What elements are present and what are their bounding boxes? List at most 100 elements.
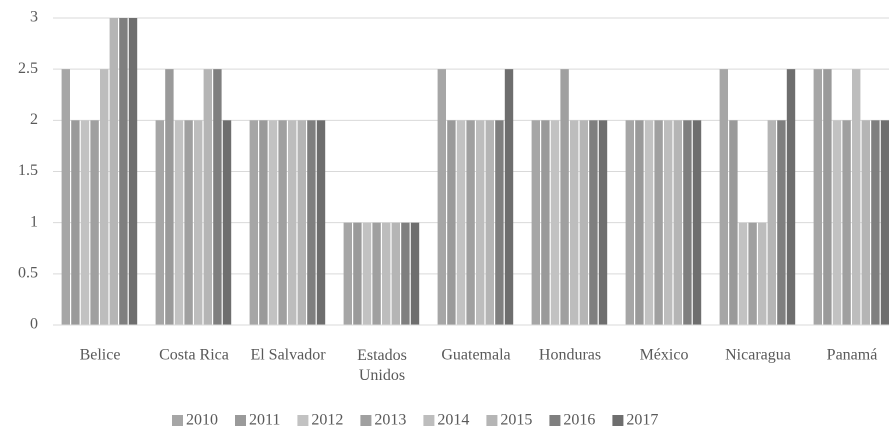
bar	[307, 120, 316, 325]
x-tick-label: Costa Rica	[159, 347, 229, 364]
bar	[155, 120, 164, 325]
y-tick-label: 1.5	[18, 162, 38, 179]
bar	[758, 222, 767, 325]
bar	[777, 120, 786, 325]
bar	[401, 222, 410, 325]
bar	[823, 69, 832, 326]
legend-label: 2016	[563, 412, 595, 429]
bar	[316, 120, 326, 325]
bar	[495, 120, 504, 325]
bar	[222, 120, 232, 325]
bar	[832, 120, 842, 325]
legend-swatch	[360, 415, 372, 426]
bar	[673, 120, 682, 325]
bar	[476, 120, 485, 325]
legend-swatch	[423, 415, 435, 426]
bar	[268, 120, 278, 325]
bar	[410, 222, 420, 325]
legend-label: 2012	[311, 412, 343, 429]
legend-label: 2014	[437, 412, 469, 429]
legend-label: 2011	[249, 412, 280, 429]
bar	[738, 222, 748, 325]
bar	[842, 120, 851, 325]
x-tick-label: Honduras	[539, 347, 601, 364]
legend-label: 2015	[500, 412, 532, 429]
bar	[589, 120, 598, 325]
bar	[880, 120, 889, 325]
bar	[109, 18, 118, 325]
bar	[560, 69, 569, 326]
bar	[343, 222, 352, 325]
x-tick-label: Belice	[80, 347, 121, 364]
x-tick-label: Guatemala	[441, 347, 510, 364]
bar	[531, 120, 540, 325]
legend-swatch	[549, 415, 561, 426]
legend-label: 2010	[186, 412, 218, 429]
bar	[353, 222, 362, 325]
bar	[90, 120, 99, 325]
bar	[635, 120, 644, 325]
bar	[297, 120, 306, 325]
x-tick-label: Nicaragua	[725, 347, 791, 364]
bar	[466, 120, 475, 325]
bar	[288, 120, 297, 325]
bar	[119, 18, 128, 325]
y-tick-label: 2	[30, 111, 38, 128]
bar	[249, 120, 258, 325]
bar	[579, 120, 588, 325]
bar	[871, 120, 880, 325]
bar	[570, 120, 579, 325]
bar	[61, 69, 70, 326]
bar	[852, 69, 861, 326]
bar	[362, 222, 372, 325]
bar	[550, 120, 560, 325]
x-tick-label: México	[640, 347, 689, 364]
legend-swatch	[612, 415, 624, 426]
bar	[194, 120, 203, 325]
bar	[748, 222, 757, 325]
y-tick-label: 1	[30, 213, 38, 230]
bar	[174, 120, 184, 325]
bar	[719, 69, 728, 326]
y-tick-label: 0.5	[18, 265, 38, 282]
bar	[203, 69, 212, 326]
bar	[456, 120, 466, 325]
bar	[813, 69, 822, 326]
bar	[485, 120, 494, 325]
x-tick-label-line: Unidos	[359, 367, 405, 384]
legend-swatch	[486, 415, 498, 426]
bar	[541, 120, 550, 325]
bar	[165, 69, 174, 326]
bar	[71, 120, 80, 325]
bar	[644, 120, 654, 325]
y-tick-label: 0	[30, 316, 38, 333]
bar	[861, 120, 870, 325]
bar	[184, 120, 193, 325]
x-tick-label: Estados Unidos	[357, 347, 407, 384]
legend-swatch	[172, 415, 183, 426]
bar	[372, 222, 381, 325]
bar	[729, 120, 738, 325]
bar	[213, 69, 222, 326]
bar	[391, 222, 400, 325]
y-tick-label: 2.5	[18, 60, 38, 77]
x-tick-label: Panamá	[827, 347, 878, 364]
bar	[437, 69, 446, 326]
bar	[692, 120, 702, 325]
bar	[683, 120, 692, 325]
y-tick-label: 3	[30, 9, 38, 26]
bar	[664, 120, 673, 325]
x-tick-label-line: Estados	[357, 347, 407, 364]
bar	[625, 120, 634, 325]
bar	[598, 120, 608, 325]
legend-swatch	[235, 415, 246, 426]
bar	[447, 120, 456, 325]
bar	[654, 120, 663, 325]
bar	[786, 69, 796, 326]
bar	[128, 18, 138, 325]
bar	[100, 69, 109, 326]
bar	[80, 120, 90, 325]
legend-label: 2017	[626, 412, 658, 429]
bar	[382, 222, 391, 325]
